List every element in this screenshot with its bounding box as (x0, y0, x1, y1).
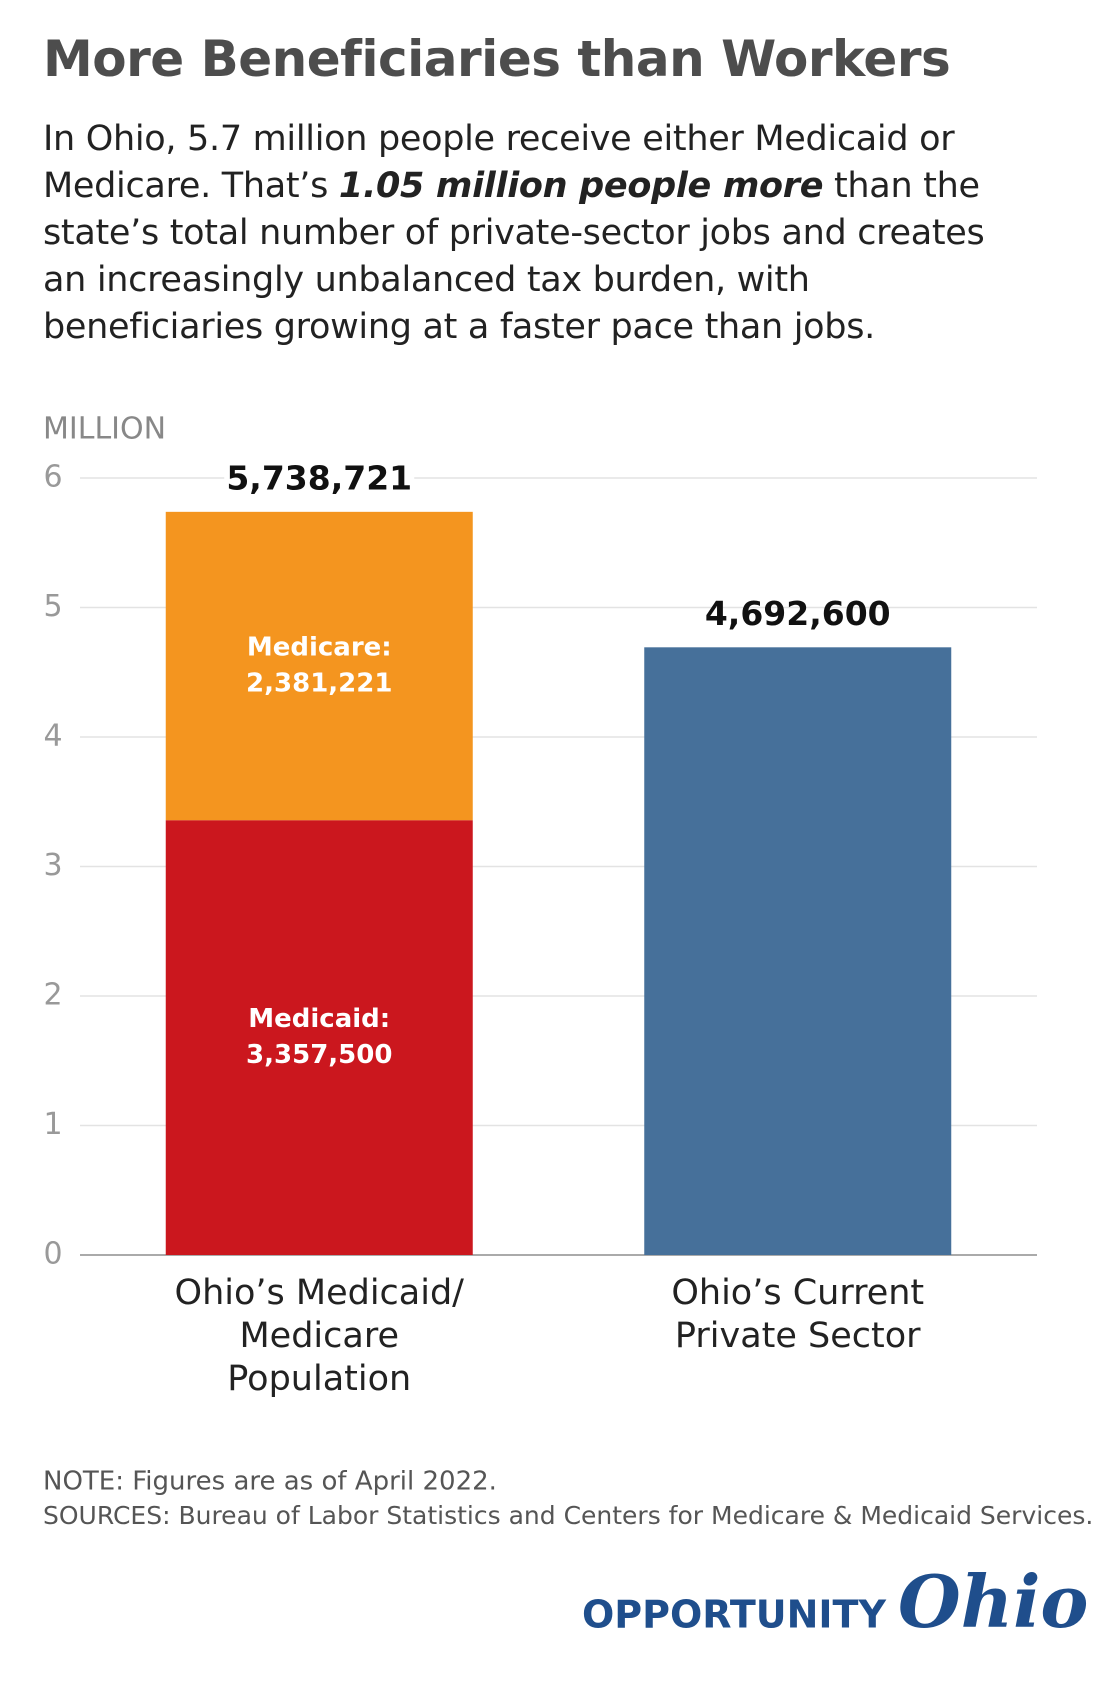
subtitle-text: In Ohio, 5.7 million people receive eith… (43, 119, 955, 206)
y-tick-label: 1 (43, 1107, 62, 1142)
y-tick-label: 2 (43, 978, 62, 1013)
subtitle-text: than the state’s total number of private… (43, 166, 985, 347)
logo-text: OPPORTUNITY (582, 1593, 887, 1637)
total-label-bg (224, 459, 415, 500)
total-label: 5,738,721 (226, 458, 412, 497)
logo-script: Ohio (898, 1559, 1088, 1644)
y-tick-label: 4 (43, 719, 62, 754)
bar-segment (165, 820, 473, 1255)
sources: SOURCES: Bureau of Labor Statistics and … (43, 1501, 1093, 1530)
bar-value-label: 4,692,600 (705, 594, 891, 633)
y-tick-label: 3 (43, 848, 62, 883)
note: NOTE: Figures are as of April 2022. (43, 1467, 497, 1497)
subtitle-emphasis: 1.05 million people more (338, 166, 824, 206)
chart-title: More Beneficiaries than Workers (43, 30, 951, 88)
y-tick-label: 0 (43, 1237, 62, 1272)
x-tick-label: Medicare (239, 1316, 399, 1356)
bar-segment (165, 511, 473, 821)
y-tick-label: 5 (43, 589, 62, 624)
segment-label-value: 3,357,500 (246, 1040, 392, 1070)
x-tick-label: Population (227, 1359, 411, 1399)
x-tick-label: Ohio’s Medicaid/ (175, 1273, 465, 1313)
y-tick-label: 6 (43, 460, 62, 495)
x-tick-label: Ohio’s Current (671, 1273, 924, 1313)
y-axis-label: MILLION (43, 412, 166, 447)
subtitle: In Ohio, 5.7 million people receive eith… (43, 116, 1023, 351)
x-tick-label: Private Sector (675, 1316, 921, 1356)
segment-label-value: 2,381,221 (246, 669, 392, 699)
segment-label-name: Medicaid: (248, 1004, 390, 1034)
bar-segment (644, 647, 952, 1255)
segment-label-name: Medicare: (247, 633, 392, 663)
